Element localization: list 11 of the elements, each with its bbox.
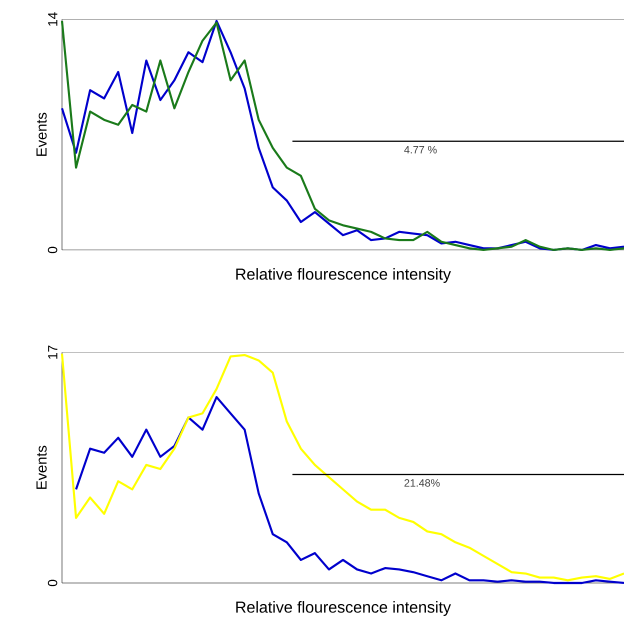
y-tick-label: 0 [48, 580, 58, 586]
x-axis-title: Relative flourescence intensity [236, 268, 451, 283]
line-series [60, 20, 624, 252]
y-axis-title: Events [36, 112, 47, 156]
x-axis-title: Relative flourescence intensity [236, 601, 451, 616]
y-axis-title: Events [36, 446, 47, 489]
annotation: 21.48% [404, 479, 440, 487]
y-tick-label: 14 [48, 12, 58, 26]
annotation: 4.77 % [404, 146, 437, 154]
y-tick-label: 0 [48, 246, 58, 254]
y-tick-label: 17 [48, 346, 58, 359]
